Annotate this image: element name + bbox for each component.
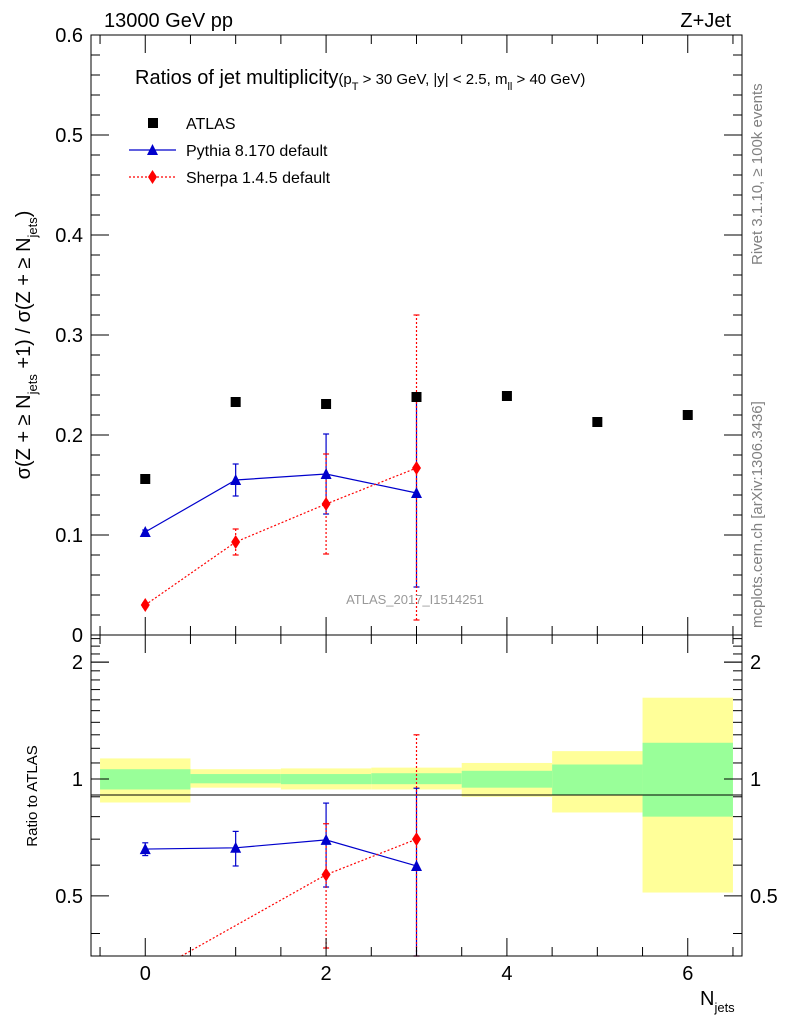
pythia-point (230, 474, 242, 485)
sherpa-line (144, 467, 417, 606)
legend: ATLAS Pythia 8.170 default Sherpa 1.4.5 … (129, 116, 331, 187)
legend-item-sherpa: Sherpa 1.4.5 default (129, 170, 331, 187)
xtick-label: 6 (682, 963, 693, 985)
atlas-point (501, 391, 512, 401)
pythia-ratio-point (139, 843, 151, 855)
pythia-marker-icon (147, 144, 158, 155)
atlas-point (411, 392, 422, 402)
ratio-band-inner (190, 774, 281, 784)
xtick-label: 2 (321, 963, 332, 985)
atlas-marker-icon (148, 118, 158, 128)
ratio-band-inner (100, 769, 191, 790)
pythia-point (139, 526, 151, 537)
atlas-point (230, 397, 241, 407)
atlas-point (140, 474, 151, 484)
ratio-band-inner (552, 764, 643, 795)
chart-title: Ratios of jet multiplicity(pT > 30 GeV, … (135, 67, 585, 93)
rivet-version-label: Rivet 3.1.10, ≥ 100k events (749, 83, 766, 265)
sherpa-ratio-line (181, 838, 417, 957)
ratio-ytick-label: 2 (72, 652, 83, 674)
ratio-band-inner (280, 774, 372, 785)
ratio-ytick-label-right: 2 (750, 652, 761, 674)
xtick-label: 0 (140, 963, 151, 985)
main-ytick-label: 0.4 (55, 225, 83, 247)
main-ytick-label: 0.6 (55, 25, 83, 47)
ratio-ytick-label-right: 1 (750, 769, 761, 791)
ratio-ytick-label: 0.5 (55, 886, 83, 908)
sherpa-marker-icon (148, 170, 157, 184)
ratio-ytick-label-right: 0.5 (750, 886, 778, 908)
sherpa-ratio-point (321, 867, 331, 882)
analysis-watermark: ATLAS_2017_I1514251 (346, 592, 484, 607)
pythia-point (411, 487, 422, 498)
sherpa-point (321, 497, 331, 511)
pythia-ratio-point (230, 841, 242, 853)
main-ytick-label: 0.3 (55, 325, 83, 347)
sherpa-point (140, 598, 150, 612)
ratio-ytick-label: 1 (72, 769, 83, 791)
legend-item-pythia: Pythia 8.170 default (129, 143, 328, 160)
pythia-ratio-point (320, 833, 332, 845)
ratio-band-inner (642, 742, 733, 817)
chart-title-main: Ratios of jet multiplicity (135, 67, 338, 89)
main-ylabel: σ(Z + ≥ Njets +1) / σ(Z + ≥ Njets) (13, 211, 40, 480)
legend-label-pythia: Pythia 8.170 default (186, 143, 328, 160)
xlabel: Njets (700, 988, 735, 1015)
sherpa-point (412, 461, 421, 475)
main-ytick-label: 0.5 (55, 125, 83, 147)
pythia-line (144, 473, 417, 533)
pythia-point (320, 468, 332, 479)
sherpa-ratio-point (412, 832, 421, 847)
atlas-point (321, 399, 332, 409)
main-ytick-label: 0 (72, 625, 83, 647)
main-ytick-label: 0.1 (55, 525, 83, 547)
legend-item-atlas: ATLAS (148, 116, 236, 133)
chart-title-cuts: (pT > 30 GeV, |y| < 2.5, mll > 40 GeV) (338, 71, 585, 93)
legend-label-sherpa: Sherpa 1.4.5 default (186, 170, 331, 187)
pythia-ratio-line (145, 839, 417, 867)
xtick-label: 4 (501, 963, 512, 985)
pythia-ratio-point (411, 859, 422, 871)
process-label: Z+Jet (680, 10, 731, 32)
mcplots-source-label: mcplots.cern.ch [arXiv:1306.3436] (749, 401, 766, 628)
sherpa-point (231, 535, 241, 549)
ratio-ylabel: Ratio to ATLAS (24, 745, 41, 846)
atlas-point (592, 417, 603, 427)
main-ytick-label: 0.2 (55, 425, 83, 447)
energy-label: 13000 GeV pp (104, 10, 233, 32)
atlas-point (682, 410, 693, 420)
legend-label-atlas: ATLAS (186, 116, 236, 133)
ratio-band-inner (461, 770, 553, 788)
